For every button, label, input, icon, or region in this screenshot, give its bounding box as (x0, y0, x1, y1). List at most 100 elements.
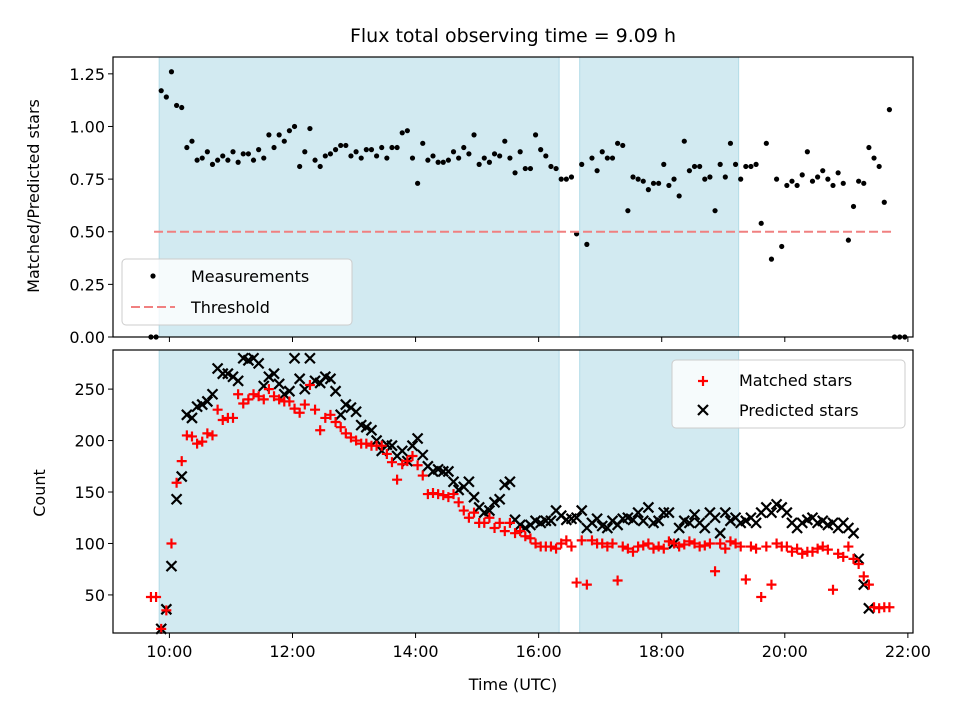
measurement-point (594, 168, 600, 174)
measurement-point (656, 180, 662, 186)
matched-star-point (438, 490, 449, 501)
measurement-point (379, 144, 385, 151)
matched-star-point (417, 470, 428, 481)
matched-star-point (617, 541, 628, 552)
measurement-point (199, 155, 205, 161)
predicted-star-point (252, 357, 265, 370)
measurement-point (184, 144, 190, 151)
measurement-point (332, 147, 339, 153)
measurement-point (158, 88, 164, 94)
measurement-point (245, 151, 251, 157)
matched-star-point (669, 538, 680, 549)
matched-star-point (207, 430, 218, 441)
matched-star-point (376, 440, 387, 451)
matched-star-point (397, 459, 408, 470)
matched-star-point (381, 448, 392, 459)
matched-star-point (330, 417, 341, 428)
matched-star-point (597, 538, 608, 549)
measurement-point (548, 163, 554, 170)
measurement-point (338, 142, 344, 149)
predicted-star-point (468, 491, 480, 503)
top-observing-window (579, 56, 740, 338)
predicted-star-point (699, 522, 711, 534)
matched-star-point (525, 533, 536, 544)
matched-star-point (663, 536, 674, 547)
matched-star-point (458, 505, 469, 516)
measurement-point (189, 138, 195, 144)
matched-star-point (202, 428, 213, 439)
matched-star-point (320, 412, 331, 423)
predicted-star-point (201, 395, 214, 408)
x-axis-label: Time (UTC) (468, 675, 557, 694)
matched-star-point (294, 407, 305, 418)
matched-star-point (233, 389, 244, 400)
measurement-point (384, 155, 390, 161)
measurement-point (368, 147, 375, 153)
matched-star-point (504, 517, 515, 528)
predicted-star-point (324, 373, 337, 385)
matched-star-point (269, 391, 280, 402)
matched-star-point (576, 535, 587, 546)
predicted-star-point (268, 367, 280, 380)
matched-star-point (566, 541, 577, 552)
matched-star-point (284, 396, 295, 407)
x-tick-label: 10:00 (146, 642, 192, 661)
measurement-point (732, 161, 739, 167)
measurement-point (748, 163, 754, 170)
matched-star-point (402, 456, 413, 467)
measurement-point (604, 155, 610, 161)
predicted-star-point (652, 515, 665, 527)
measurement-point (527, 165, 534, 172)
predicted-star-point (673, 522, 685, 534)
measurement-point (502, 138, 508, 144)
measurement-point (650, 180, 657, 186)
measurement-point (440, 159, 446, 165)
predicted-star-point (663, 506, 675, 519)
predicted-star-point (750, 517, 762, 529)
matched-star-point (186, 431, 197, 442)
measurement-point (291, 123, 298, 130)
measurement-point (168, 69, 175, 75)
matched-star-point (848, 553, 859, 564)
predicted-star-point (781, 506, 793, 519)
predicted-star-point (632, 506, 644, 519)
measurement-point (768, 256, 775, 262)
matched-star-point (797, 548, 808, 559)
matched-star-point (612, 575, 623, 586)
matched-star-point (345, 432, 356, 443)
matched-star-point (674, 541, 685, 552)
measurement-point (743, 163, 749, 170)
matched-star-point (699, 540, 710, 551)
measurement-point (204, 149, 210, 155)
measurement-point (302, 149, 308, 155)
measurement-point (620, 142, 626, 149)
measurement-point (466, 151, 472, 157)
measurement-point (707, 174, 713, 180)
measurement-point (225, 157, 231, 163)
matched-star-point (361, 438, 372, 449)
measurement-point (630, 174, 636, 180)
measurement-point (753, 161, 759, 167)
matched-star-point (217, 414, 228, 425)
measurement-point (507, 155, 513, 161)
predicted-star-point (304, 352, 316, 365)
matched-star-point (161, 605, 172, 616)
predicted-star-point (365, 424, 378, 437)
predicted-star-point (206, 388, 219, 401)
measurement-point (840, 180, 846, 186)
matched-star-point (453, 497, 464, 508)
measurement-point (256, 147, 262, 153)
measurement-point (804, 149, 810, 155)
predicted-star-point (463, 475, 475, 488)
matched-star-point (248, 389, 259, 400)
matched-star-point (679, 539, 690, 550)
measurement-point (763, 140, 769, 146)
x-tick-label: 14:00 (393, 642, 439, 661)
predicted-star-point (642, 501, 655, 514)
predicted-star-point (283, 385, 296, 397)
measurement-point (312, 157, 318, 163)
matched-star-point (151, 591, 162, 602)
measurement-point (240, 151, 246, 157)
top-legend (121, 258, 353, 326)
matched-star-point (771, 538, 782, 549)
